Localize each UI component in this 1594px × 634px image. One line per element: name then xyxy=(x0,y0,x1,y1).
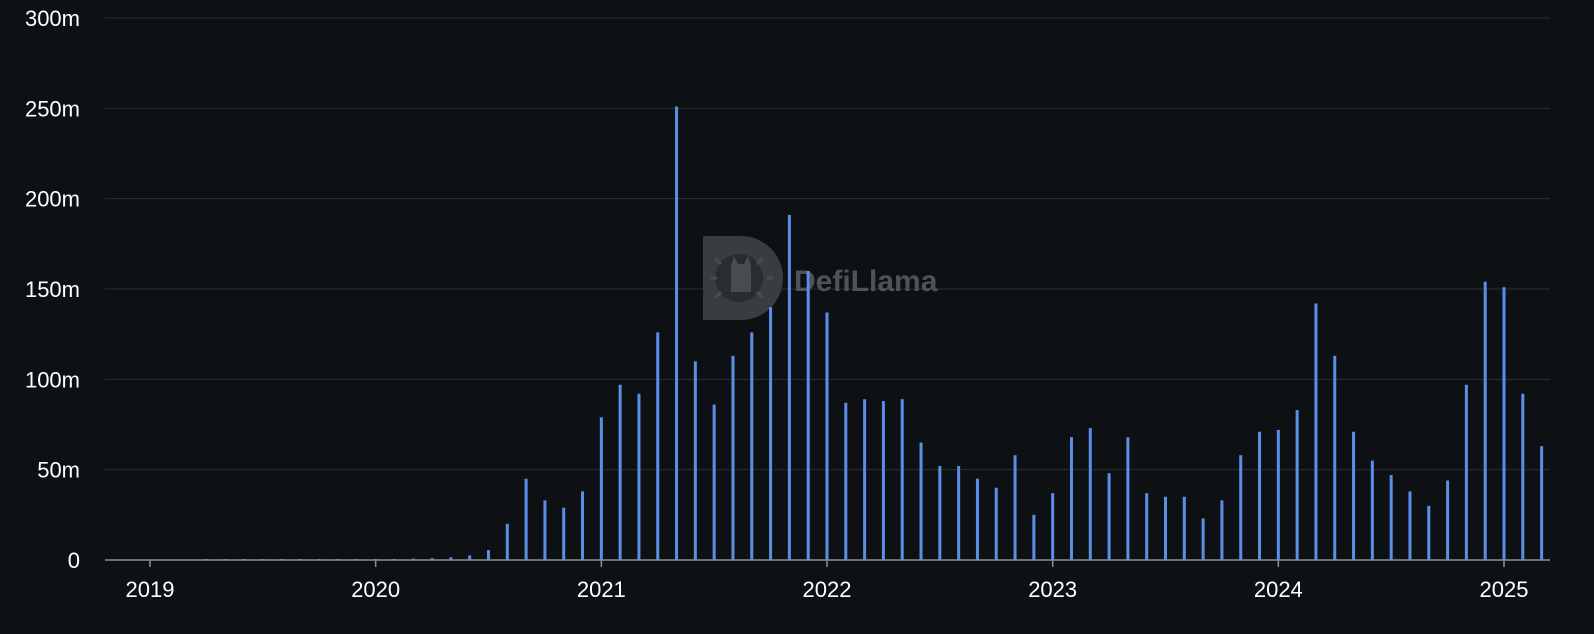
bar[interactable] xyxy=(693,361,697,560)
bar[interactable] xyxy=(1295,410,1299,560)
bar[interactable] xyxy=(863,399,867,560)
bar[interactable] xyxy=(1220,500,1224,560)
x-tick-label: 2024 xyxy=(1254,577,1303,602)
bar[interactable] xyxy=(1126,437,1130,560)
x-tick-label: 2021 xyxy=(577,577,626,602)
y-axis-labels: 0 50m 100m 150m 200m 250m 300m xyxy=(25,6,80,573)
y-tick-label: 150m xyxy=(25,277,80,302)
bar[interactable] xyxy=(1540,446,1544,560)
y-tick-label: 0 xyxy=(68,548,80,573)
x-tick-label: 2022 xyxy=(803,577,852,602)
bar[interactable] xyxy=(881,401,885,560)
bar[interactable] xyxy=(1032,514,1036,560)
bar[interactable] xyxy=(1088,428,1092,560)
llama-logo-icon xyxy=(703,236,783,320)
bar[interactable] xyxy=(1314,303,1318,560)
bar[interactable] xyxy=(468,555,472,560)
bar[interactable] xyxy=(1446,480,1450,560)
bar[interactable] xyxy=(675,106,679,560)
bar[interactable] xyxy=(543,500,547,560)
y-tick-label: 100m xyxy=(25,367,80,392)
bar[interactable] xyxy=(975,478,979,560)
y-tick-label: 200m xyxy=(25,187,80,212)
bar[interactable] xyxy=(1182,496,1186,560)
watermark-text: DefiLlama xyxy=(794,265,938,298)
bar[interactable] xyxy=(505,523,509,560)
bar[interactable] xyxy=(844,402,848,560)
bar[interactable] xyxy=(712,404,716,560)
bar[interactable] xyxy=(1051,493,1055,560)
bar[interactable] xyxy=(919,442,923,560)
bar[interactable] xyxy=(1352,431,1356,560)
bar[interactable] xyxy=(750,332,754,560)
bar[interactable] xyxy=(1258,431,1262,560)
bar[interactable] xyxy=(731,355,735,560)
bar[interactable] xyxy=(1464,384,1468,560)
bar[interactable] xyxy=(524,478,528,560)
bar[interactable] xyxy=(1502,287,1506,560)
bar[interactable] xyxy=(1145,493,1149,560)
x-axis-labels: 2019 2020 2021 2022 2023 2024 2025 xyxy=(126,577,1529,602)
bar[interactable] xyxy=(806,270,810,560)
bar[interactable] xyxy=(1107,473,1111,560)
y-tick-label: 50m xyxy=(37,458,80,483)
x-tick-label: 2023 xyxy=(1028,577,1077,602)
bar[interactable] xyxy=(449,557,453,560)
x-tick-label: 2025 xyxy=(1480,577,1529,602)
bar[interactable] xyxy=(562,507,566,560)
y-tick-label: 300m xyxy=(25,6,80,31)
bar[interactable] xyxy=(957,466,961,560)
bar[interactable] xyxy=(787,214,791,560)
x-tick-label: 2019 xyxy=(126,577,175,602)
bars xyxy=(204,106,1544,560)
bar[interactable] xyxy=(769,307,773,560)
bar[interactable] xyxy=(938,466,942,560)
bar[interactable] xyxy=(1370,460,1374,560)
bar[interactable] xyxy=(656,332,660,560)
x-tick-label: 2020 xyxy=(351,577,400,602)
bar[interactable] xyxy=(1239,455,1243,560)
bar[interactable] xyxy=(1389,475,1393,560)
bar[interactable] xyxy=(637,393,641,560)
grid-lines xyxy=(105,17,1550,471)
bar[interactable] xyxy=(825,312,829,560)
bar[interactable] xyxy=(599,417,603,560)
bar[interactable] xyxy=(618,384,622,560)
bar[interactable] xyxy=(994,487,998,560)
bar[interactable] xyxy=(900,399,904,560)
bar[interactable] xyxy=(1013,455,1017,560)
x-axis xyxy=(105,559,1550,567)
bar[interactable] xyxy=(1201,518,1205,560)
bar[interactable] xyxy=(1276,429,1280,560)
bar[interactable] xyxy=(1427,505,1431,560)
bar[interactable] xyxy=(1408,491,1412,560)
bar[interactable] xyxy=(1333,355,1337,560)
watermark: DefiLlama xyxy=(703,236,938,320)
bar[interactable] xyxy=(1483,281,1487,560)
bar[interactable] xyxy=(430,558,434,560)
bar[interactable] xyxy=(487,550,490,560)
bar[interactable] xyxy=(1521,393,1525,560)
bar[interactable] xyxy=(1164,496,1167,560)
bar[interactable] xyxy=(1069,437,1073,560)
y-tick-label: 250m xyxy=(25,96,80,121)
bar[interactable] xyxy=(581,491,585,560)
